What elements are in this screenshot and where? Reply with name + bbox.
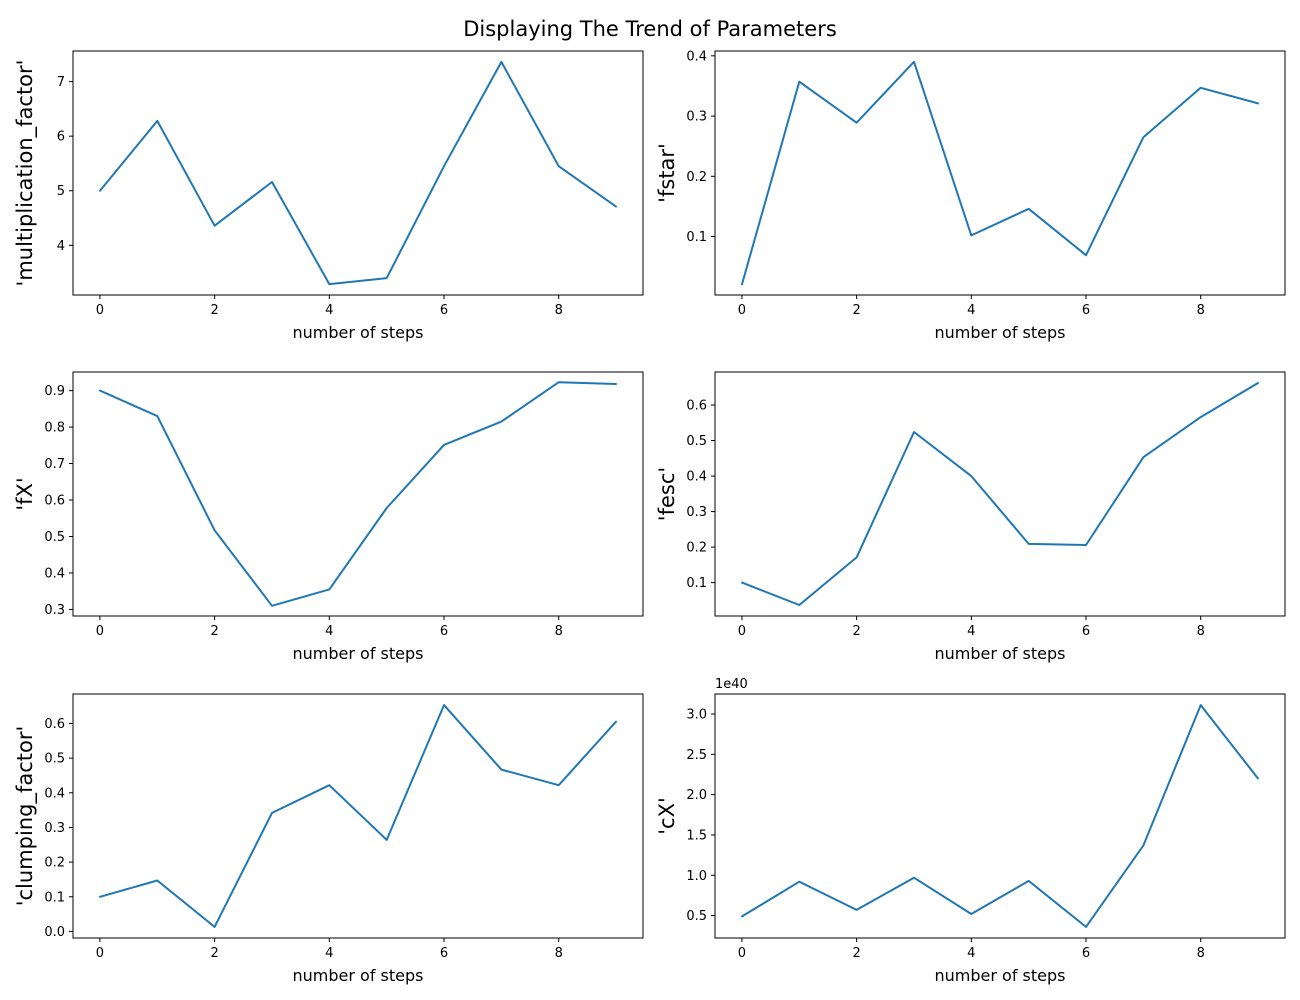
y-axis-label: 'fX' bbox=[13, 477, 37, 510]
subplot: 0 2 4 6 8 0.1 0.2 0.3 0.4 0.5 0.6 number of steps 'f… bbox=[655, 371, 1286, 663]
subplot: 0 2 4 6 8 0.1 0.2 0.3 0.4 number of steps 'fstar' bbox=[655, 49, 1286, 342]
y-tick-label: 2.5 bbox=[686, 748, 707, 763]
x-tick-label: 4 bbox=[325, 946, 333, 961]
axes-frame bbox=[714, 371, 1286, 617]
series-line bbox=[99, 60, 617, 286]
figure-title: Displaying The Trend of Parameters bbox=[463, 17, 837, 41]
y-tick-label: 0.1 bbox=[686, 576, 707, 591]
y-tick-label: 0.0 bbox=[44, 925, 65, 940]
x-axis-label: number of steps bbox=[935, 644, 1066, 663]
y-tick-label: 0.7 bbox=[44, 457, 65, 472]
series-line bbox=[741, 704, 1259, 928]
axes-frame bbox=[72, 693, 644, 939]
x-tick-label: 8 bbox=[1197, 946, 1205, 961]
y-axis-label: 'multiplication_factor' bbox=[13, 60, 38, 287]
x-axis-label: number of steps bbox=[935, 966, 1066, 985]
y-tick-label: 5 bbox=[57, 184, 65, 199]
subplot: 0 2 4 6 8 0.0 0.1 0.2 0.3 0.4 0.5 0.6 number of step… bbox=[13, 693, 644, 985]
x-tick-label: 4 bbox=[325, 303, 333, 318]
x-tick-label: 8 bbox=[1197, 303, 1205, 318]
y-tick-label: 0.5 bbox=[44, 530, 65, 545]
y-tick-label: 4 bbox=[57, 239, 65, 254]
x-axis-label: number of steps bbox=[935, 323, 1066, 342]
x-tick-label: 8 bbox=[555, 946, 563, 961]
y-tick-label: 0.4 bbox=[44, 786, 65, 801]
y-axis-label: 'fstar' bbox=[655, 143, 679, 203]
subplot: 0 2 4 6 8 0.5 1.0 1.5 2.0 2.5 3.0 1e40 number of ste… bbox=[655, 677, 1286, 985]
series-line bbox=[99, 381, 617, 607]
y-tick-label: 0.2 bbox=[686, 170, 707, 185]
y-tick-label: 0.2 bbox=[686, 541, 707, 556]
y-tick-label: 0.6 bbox=[686, 399, 707, 414]
x-tick-label: 8 bbox=[555, 624, 563, 639]
series-line bbox=[741, 382, 1259, 606]
y-tick-label: 2.0 bbox=[686, 788, 707, 803]
y-tick-label: 0.6 bbox=[44, 494, 65, 509]
y-tick-label: 0.4 bbox=[686, 49, 707, 64]
x-tick-label: 6 bbox=[1082, 624, 1090, 639]
x-tick-label: 2 bbox=[210, 303, 218, 318]
y-tick-label: 0.4 bbox=[686, 470, 707, 485]
subplot-grid: 0 2 4 6 8 4 5 6 7 number of steps 'multiplication_… bbox=[13, 49, 1286, 985]
x-tick-label: 0 bbox=[96, 624, 104, 639]
y-tick-label: 0.3 bbox=[44, 603, 65, 618]
y-tick-label: 0.4 bbox=[44, 566, 65, 581]
x-axis-label: number of steps bbox=[293, 323, 424, 342]
series-line bbox=[741, 60, 1259, 286]
y-axis-label: 'clumping_factor' bbox=[13, 726, 38, 907]
x-axis-label: number of steps bbox=[293, 966, 424, 985]
x-tick-label: 8 bbox=[1197, 624, 1205, 639]
y-tick-label: 1.0 bbox=[686, 869, 707, 884]
y-tick-label: 0.3 bbox=[686, 110, 707, 125]
y-tick-label: 1.5 bbox=[686, 828, 707, 843]
x-tick-label: 6 bbox=[1082, 303, 1090, 318]
y-tick-label: 0.9 bbox=[44, 384, 65, 399]
y-tick-label: 0.5 bbox=[686, 909, 707, 924]
y-tick-label: 7 bbox=[57, 75, 65, 90]
y-tick-label: 0.1 bbox=[686, 230, 707, 245]
x-tick-label: 4 bbox=[325, 624, 333, 639]
x-tick-label: 6 bbox=[440, 624, 448, 639]
x-tick-label: 2 bbox=[210, 624, 218, 639]
x-tick-label: 4 bbox=[967, 624, 975, 639]
x-tick-label: 2 bbox=[210, 946, 218, 961]
x-tick-label: 8 bbox=[555, 303, 563, 318]
x-tick-label: 6 bbox=[440, 303, 448, 318]
y-axis-label: 'fesc' bbox=[655, 467, 679, 521]
x-tick-label: 0 bbox=[738, 946, 746, 961]
x-tick-label: 0 bbox=[738, 303, 746, 318]
x-tick-label: 4 bbox=[967, 946, 975, 961]
y-tick-label: 0.1 bbox=[44, 890, 65, 905]
subplot: 0 2 4 6 8 0.3 0.4 0.5 0.6 0.7 0.8 0.9 number of step… bbox=[13, 371, 644, 663]
x-tick-label: 0 bbox=[96, 303, 104, 318]
y-tick-label: 0.3 bbox=[686, 505, 707, 520]
y-tick-label: 6 bbox=[57, 130, 65, 145]
axes-frame bbox=[72, 50, 644, 296]
y-tick-label: 0.3 bbox=[44, 821, 65, 836]
subplot: 0 2 4 6 8 4 5 6 7 number of steps 'multiplication_… bbox=[13, 50, 644, 342]
x-tick-label: 2 bbox=[852, 624, 860, 639]
y-tick-label: 0.2 bbox=[44, 856, 65, 871]
y-tick-label: 0.6 bbox=[44, 717, 65, 732]
x-tick-label: 2 bbox=[852, 303, 860, 318]
series-line bbox=[99, 704, 617, 928]
y-axis-label: 'cX' bbox=[655, 797, 679, 834]
x-tick-label: 2 bbox=[852, 946, 860, 961]
x-tick-label: 0 bbox=[96, 946, 104, 961]
x-tick-label: 4 bbox=[967, 303, 975, 318]
axis-offset-label: 1e40 bbox=[715, 677, 748, 692]
axes-frame bbox=[72, 371, 644, 617]
x-tick-label: 0 bbox=[738, 624, 746, 639]
axes-frame bbox=[714, 50, 1286, 296]
y-tick-label: 0.5 bbox=[44, 752, 65, 767]
y-tick-label: 0.5 bbox=[686, 434, 707, 449]
axes-frame bbox=[714, 693, 1286, 939]
y-tick-label: 0.8 bbox=[44, 421, 65, 436]
y-tick-label: 3.0 bbox=[686, 707, 707, 722]
x-tick-label: 6 bbox=[1082, 946, 1090, 961]
x-axis-label: number of steps bbox=[293, 644, 424, 663]
x-tick-label: 6 bbox=[440, 946, 448, 961]
